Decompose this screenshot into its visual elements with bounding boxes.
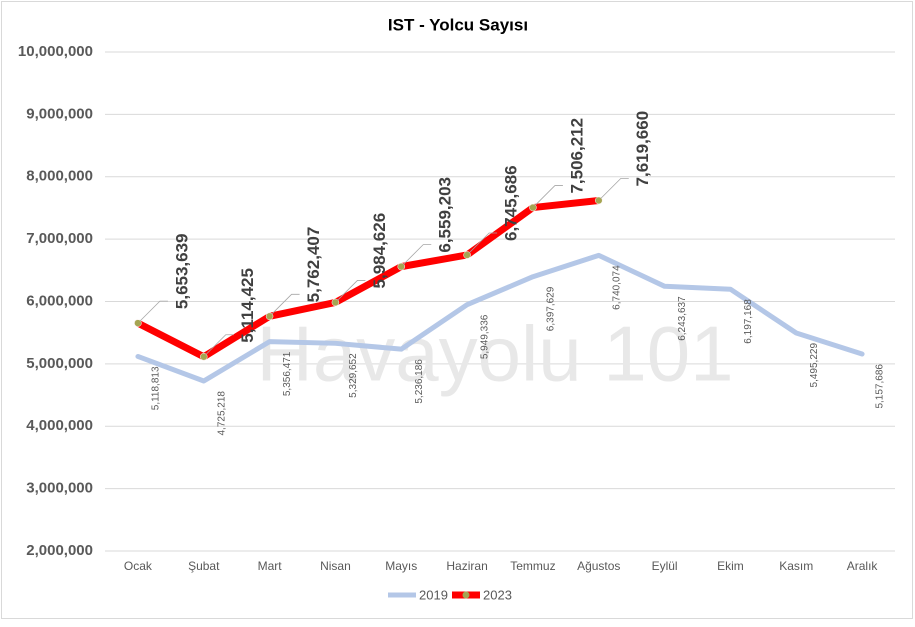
legend-marker xyxy=(462,591,470,599)
y-tick-label: 5,000,000 xyxy=(26,355,93,372)
plot-area: 2,000,000 3,000,000 4,000,000 5,000,000 6,00… xyxy=(18,43,895,573)
leader-line xyxy=(139,300,168,322)
x-tick-label: Nisan xyxy=(320,559,351,573)
y-tick-label: 9,000,000 xyxy=(26,105,93,122)
x-tick-label: Temmuz xyxy=(510,559,555,573)
watermark: Havayolu 101 xyxy=(257,310,734,398)
x-tick-label: Eylül xyxy=(652,559,678,573)
data-label: 7,506,212 xyxy=(567,118,586,194)
x-tick-label: Aralık xyxy=(847,559,879,573)
data-label: 6,745,686 xyxy=(502,165,521,241)
data-label: 5,495,229 xyxy=(809,343,820,388)
series-line xyxy=(135,252,865,384)
leader-line xyxy=(534,185,563,206)
x-tick-label: Mayıs xyxy=(385,559,417,573)
x-tick-label: Kasım xyxy=(779,559,813,573)
legend-label: 2023 xyxy=(483,587,512,602)
leader-line xyxy=(271,293,300,315)
data-label: 5,984,626 xyxy=(370,213,389,289)
x-tick-label: Ağustos xyxy=(577,559,620,573)
x-tick-label: Ocak xyxy=(124,559,153,573)
data-label: 6,740,074 xyxy=(611,265,622,310)
data-label: 5,157,686 xyxy=(875,364,886,409)
x-tick-label: Mart xyxy=(258,559,283,573)
y-tick-label: 10,000,000 xyxy=(18,43,93,60)
y-tick-label: 2,000,000 xyxy=(26,542,93,559)
data-label: 5,762,407 xyxy=(304,227,323,303)
point-marker xyxy=(134,319,142,327)
data-label: 4,725,218 xyxy=(216,391,227,436)
leader-line xyxy=(402,244,432,265)
point-marker xyxy=(397,262,405,271)
x-tick-label: Haziran xyxy=(446,559,487,573)
data-label: 6,197,168 xyxy=(743,299,754,344)
chart-title: IST - Yolcu Sayısı xyxy=(388,15,528,34)
series-line xyxy=(134,196,603,361)
point-marker xyxy=(595,196,603,205)
legend: 2019 2023 xyxy=(388,587,512,602)
data-label: 5,356,471 xyxy=(282,351,293,396)
data-label: 6,243,637 xyxy=(677,296,688,341)
data-label: 5,114,425 xyxy=(238,268,257,343)
y-tick-label: 4,000,000 xyxy=(26,417,93,434)
data-label: 6,559,203 xyxy=(436,177,455,253)
point-marker xyxy=(200,352,208,361)
data-label: 7,619,660 xyxy=(633,111,652,187)
leader-line xyxy=(600,178,629,199)
leader-line xyxy=(468,232,498,254)
leader-line xyxy=(205,334,234,356)
x-tick-label: Ekim xyxy=(717,559,744,573)
point-marker xyxy=(265,312,274,321)
y-tick-label: 8,000,000 xyxy=(26,168,93,185)
y-tick-label: 6,000,000 xyxy=(26,292,93,309)
x-tick-label: Şubat xyxy=(188,559,220,573)
point-marker xyxy=(529,203,537,212)
point-marker xyxy=(463,251,471,259)
legend-label: 2019 xyxy=(419,587,448,602)
data-label: 5,653,639 xyxy=(172,233,191,309)
y-tick-label: 7,000,000 xyxy=(26,230,93,247)
data-label: 6,397,629 xyxy=(546,286,557,331)
data-label: 5,329,652 xyxy=(348,353,359,398)
leader-line xyxy=(337,280,366,301)
data-label: 5,236,186 xyxy=(414,359,425,404)
data-label: 5,949,336 xyxy=(480,314,491,359)
data-label: 5,118,813 xyxy=(151,366,162,410)
y-tick-label: 3,000,000 xyxy=(26,480,93,497)
point-marker xyxy=(331,298,340,307)
